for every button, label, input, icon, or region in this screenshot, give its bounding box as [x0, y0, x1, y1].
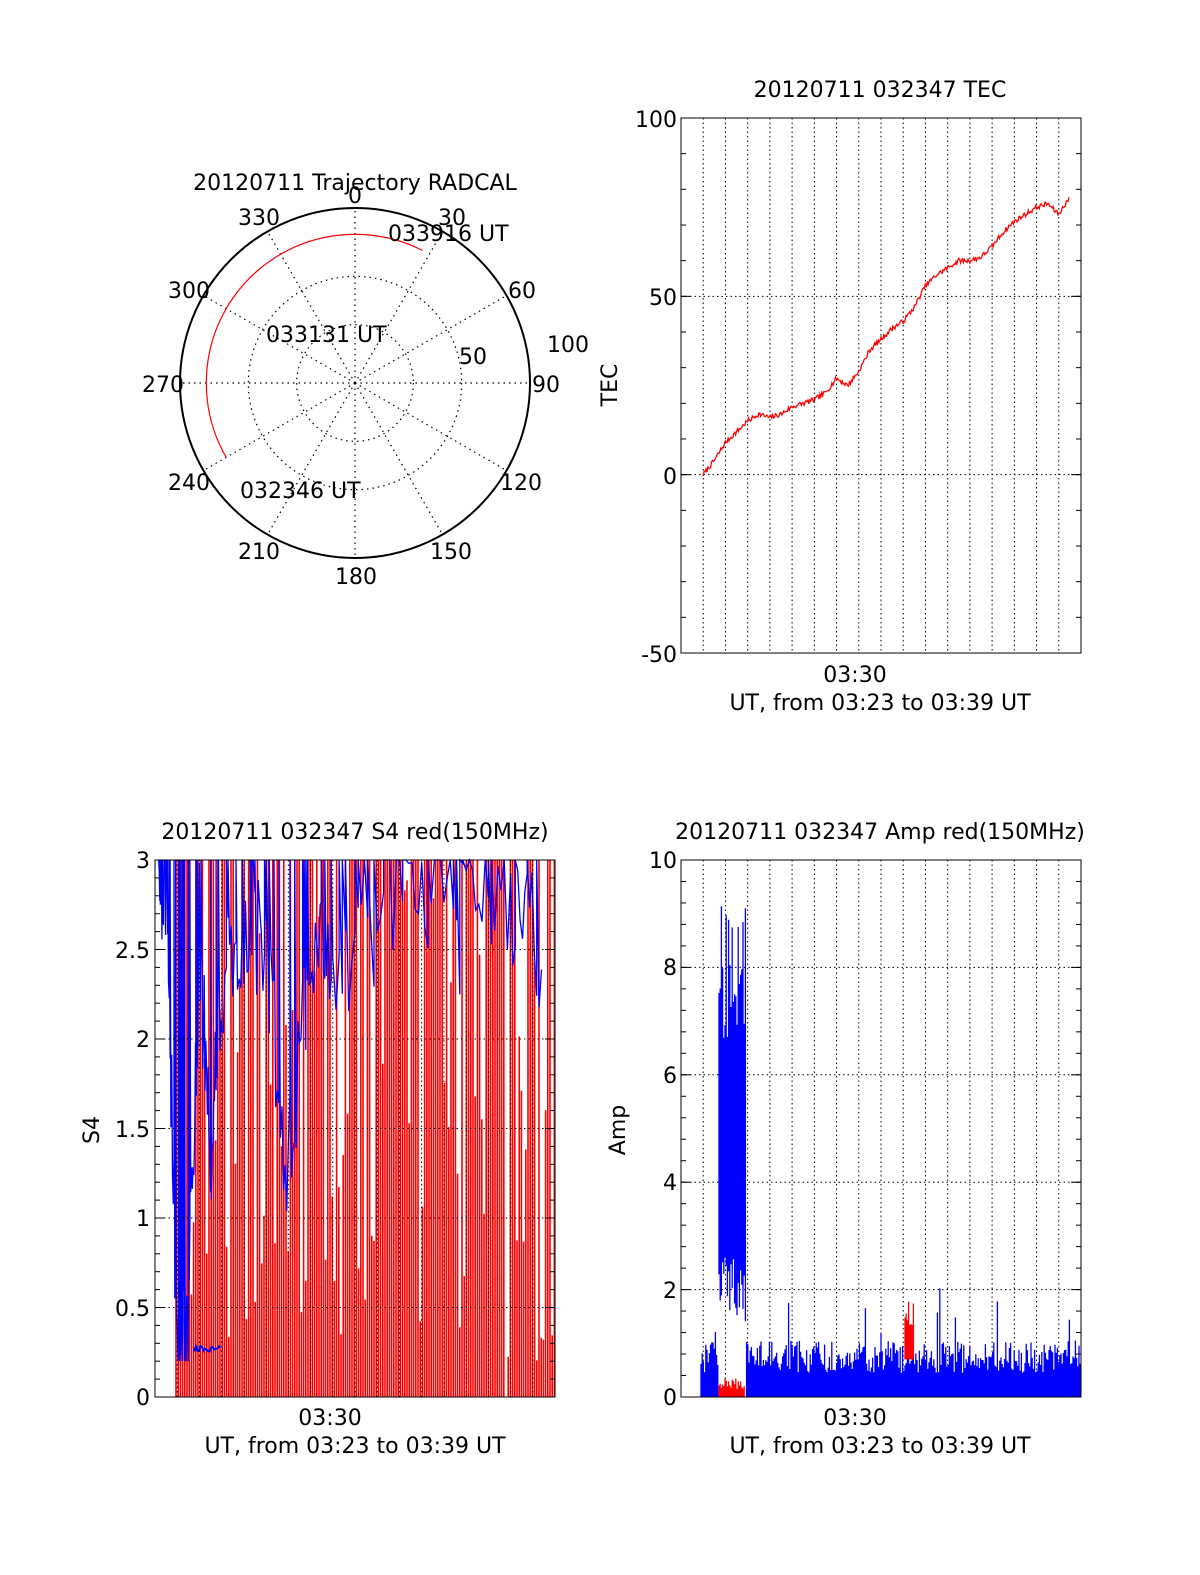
- tec-y-axis-label: TEC: [598, 364, 623, 408]
- polar-grid: [179, 207, 531, 559]
- amp-y-tick-label: 2: [663, 1279, 677, 1304]
- polar-outer-circle: [179, 207, 531, 559]
- s4-y-tick-label: 1: [136, 1207, 150, 1232]
- radial-tick-label: 100: [547, 333, 589, 358]
- s4-y-tick-label: 0: [136, 1386, 150, 1411]
- angle-tick-label: 150: [430, 540, 472, 565]
- tec-y-tick-label: 50: [649, 286, 677, 311]
- angle-tick-label: 120: [500, 471, 542, 496]
- tec-chart: 20120711 032347 TEC TEC 100 50 0 -50 03:…: [598, 78, 1082, 716]
- angle-tick-label: 270: [142, 373, 184, 398]
- s4-y-tick-label: 2: [136, 1028, 150, 1053]
- amp-y-tick-label: 10: [649, 849, 677, 874]
- angle-tick-label: 60: [508, 279, 536, 304]
- amp-y-tick-label: 8: [663, 956, 677, 981]
- tec-chart-title: 20120711 032347 TEC: [754, 78, 1007, 103]
- tec-y-tick-label: 0: [663, 465, 677, 490]
- amp-y-axis-label: Amp: [606, 1105, 631, 1155]
- angle-tick-label: 210: [238, 540, 280, 565]
- trajectory-annotation: 033131 UT: [266, 323, 387, 348]
- tec-x-tick-label: 03:30: [823, 663, 886, 688]
- angle-tick-label: 240: [168, 471, 210, 496]
- tec-plot-frame: [680, 117, 1082, 654]
- tec-grid: [681, 117, 1081, 654]
- amp-plot-frame: [680, 859, 1082, 1398]
- tec-series-line: [702, 197, 1070, 477]
- trajectory-series-line: [205, 233, 423, 458]
- s4-y-tick-label: 1.5: [115, 1118, 150, 1143]
- amp-red-series: [718, 1301, 915, 1397]
- trajectory-annotation: 033916 UT: [388, 222, 509, 247]
- angle-tick-label: 30: [438, 206, 466, 231]
- s4-x-tick-label: 03:30: [298, 1406, 361, 1431]
- trajectory-polar-chart: 20120711 Trajectory RADCAL 0 30 60 90 12…: [142, 171, 589, 590]
- angle-tick-label: 180: [335, 565, 377, 590]
- amp-series-area: [700, 906, 1081, 1397]
- s4-y-axis-label: S4: [80, 1116, 105, 1144]
- s4-y-tick-label: 0.5: [115, 1297, 150, 1322]
- amp-x-tick-label: 03:30: [823, 1406, 886, 1431]
- polar-grid-circle: [247, 275, 463, 491]
- polar-grid-spoke: [266, 382, 356, 535]
- s4-chart-title: 20120711 032347 S4 red(150MHz): [161, 820, 548, 845]
- amp-y-tick-label: 0: [663, 1386, 677, 1411]
- polar-chart-title: 20120711 Trajectory RADCAL: [193, 171, 517, 196]
- s4-y-tick-label: 2.5: [115, 939, 150, 964]
- s4-plot-frame: [154, 859, 556, 1398]
- amp-chart-title: 20120711 032347 Amp red(150MHz): [675, 820, 1085, 845]
- radial-tick-label: 50: [459, 345, 487, 370]
- angle-tick-label: 0: [348, 184, 362, 209]
- tec-x-axis-label: UT, from 03:23 to 03:39 UT: [729, 691, 1031, 716]
- polar-grid-spoke: [354, 382, 444, 535]
- angle-tick-label: 300: [168, 279, 210, 304]
- s4-x-axis-label: UT, from 03:23 to 03:39 UT: [204, 1434, 506, 1459]
- s4-y-tick-label: 3: [136, 849, 150, 874]
- amp-x-axis-label: UT, from 03:23 to 03:39 UT: [729, 1434, 1031, 1459]
- tec-y-tick-label: 100: [635, 108, 677, 133]
- polar-grid-circle: [296, 324, 414, 442]
- trajectory-annotation: 032346 UT: [240, 479, 361, 504]
- s4-blue-low-segment: [192, 1342, 221, 1353]
- tec-y-tick-label: -50: [641, 643, 677, 668]
- amp-chart: 20120711 032347 Amp red(150MHz) Amp 0 2 …: [606, 820, 1085, 1459]
- polar-grid-spoke: [354, 231, 444, 384]
- amp-y-tick-label: 4: [663, 1171, 677, 1196]
- amp-blue-series: [700, 906, 1081, 1397]
- s4-chart: 20120711 032347 S4 red(150MHz) S4 0 0.5 …: [80, 820, 556, 1459]
- angle-tick-label: 90: [532, 373, 560, 398]
- amp-y-tick-label: 6: [663, 1064, 677, 1089]
- angle-tick-label: 330: [238, 206, 280, 231]
